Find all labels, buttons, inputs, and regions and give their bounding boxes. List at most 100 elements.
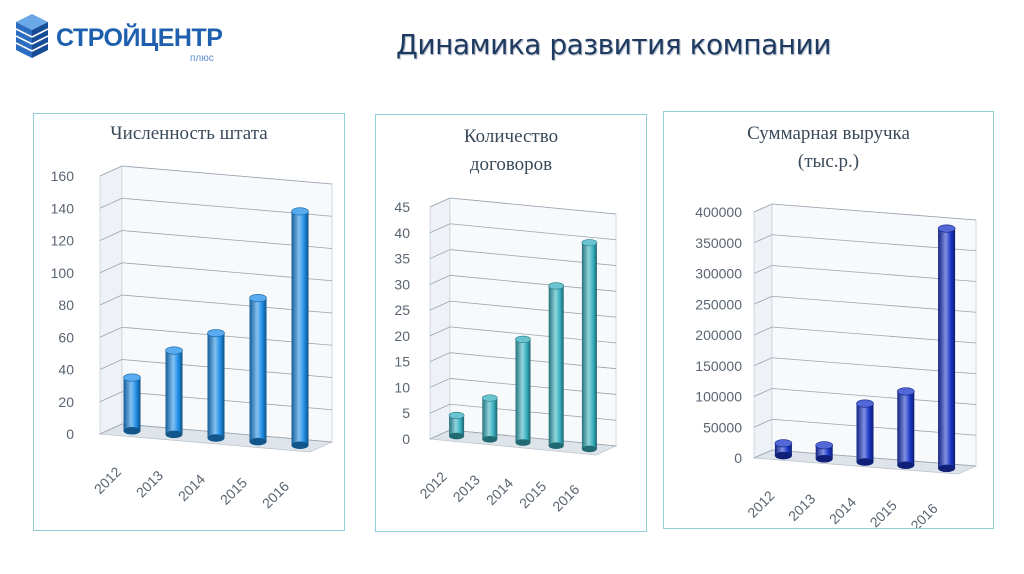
x-tick-label: 2016	[907, 500, 940, 528]
x-tick-label: 2012	[744, 487, 777, 520]
gridline	[99, 197, 123, 209]
bar	[448, 411, 465, 440]
bar-base	[581, 445, 597, 453]
gridline	[429, 274, 451, 285]
bar	[548, 282, 564, 450]
y-tick-label: 0	[402, 431, 410, 447]
bar-top	[815, 441, 833, 450]
y-tick-label: 30	[394, 276, 410, 292]
bar-base	[515, 439, 531, 446]
company-logo: СТРОЙЦЕНТР плюс	[12, 10, 252, 70]
bar-top	[165, 346, 183, 355]
chart-title-line: Количество	[463, 126, 559, 147]
gridline	[429, 403, 451, 414]
gridline	[121, 165, 333, 185]
y-tick-label: 25	[394, 302, 410, 318]
bar-base	[449, 432, 465, 440]
y-tick-label: 50000	[703, 419, 742, 435]
chart-staff-svg: 0 20 40 60 80 100 120 140 160 2012 2013 2014 2015 201…	[51, 165, 334, 511]
y-tick-label: 400000	[695, 204, 742, 220]
chart-title-revenue: Суммарная выручка (тыс.р.)	[664, 120, 993, 176]
bar-top	[482, 394, 498, 402]
y-tick-label: 15	[394, 354, 410, 370]
bar-body	[938, 228, 956, 469]
bar-body	[249, 298, 267, 442]
y-tick-label: 80	[58, 297, 74, 313]
y-tick-label: 100	[51, 265, 75, 281]
bar-base	[482, 436, 498, 443]
bar-top	[897, 387, 915, 396]
gridline	[753, 295, 773, 305]
bar-body	[291, 211, 309, 446]
bar-body	[449, 415, 465, 437]
bar-body	[856, 403, 874, 462]
chart-title-line: (тыс.р.)	[797, 151, 860, 172]
gridline	[753, 265, 773, 274]
y-tick-label: 160	[51, 168, 75, 184]
bar	[482, 394, 498, 443]
y-tick-label: 40	[58, 362, 74, 378]
bar	[774, 439, 793, 460]
gridline	[429, 352, 451, 363]
y-tick-label: 250000	[695, 296, 742, 312]
bar-top	[937, 224, 956, 233]
bar-top	[207, 329, 225, 338]
bar-body	[581, 242, 597, 449]
bar-body	[207, 333, 225, 438]
y-tick-label: 140	[51, 200, 75, 216]
x-tick-label: 2013	[450, 471, 483, 504]
bar-base	[938, 464, 956, 473]
y-tick-label: 300000	[695, 266, 742, 282]
gridline	[449, 223, 617, 241]
bar-top	[291, 207, 309, 216]
bar-top	[249, 294, 267, 303]
y-tick-label: 0	[66, 426, 74, 442]
bar-base	[291, 441, 309, 449]
x-tick-label: 2015	[516, 478, 549, 511]
bar-body	[123, 377, 141, 431]
gridline	[429, 378, 451, 388]
bar	[897, 387, 915, 469]
x-tick-label: 2015	[217, 474, 250, 507]
x-tick-label: 2013	[133, 467, 166, 500]
chart-revenue-svg: 0 50000 100000 150000 200000 250000 300000 3500…	[695, 203, 977, 528]
x-tick-label: 2014	[826, 494, 859, 527]
x-tick-label: 2012	[91, 463, 124, 496]
y-tick-label: 45	[394, 199, 410, 215]
y-tick-label: 120	[51, 233, 75, 249]
bar	[815, 441, 833, 463]
bar-top	[581, 239, 598, 247]
chart-title-staff: Численность штата	[34, 120, 344, 148]
bar	[515, 335, 531, 446]
bar-top	[856, 399, 874, 408]
y-tick-label: 10	[394, 379, 410, 395]
page-title: Динамика развития компании	[396, 28, 831, 61]
chart-side-wall	[429, 197, 451, 440]
bar-top	[774, 439, 793, 448]
x-tick-label: 2015	[867, 497, 900, 528]
logo-subtitle: плюс	[190, 53, 214, 64]
y-tick-label: 200000	[695, 327, 742, 343]
y-tick-label: 150000	[695, 358, 742, 374]
chart-panel-staff: Численность штата 0 20 40 60 80 100 120 140 160 2…	[33, 113, 345, 531]
gridline	[99, 423, 123, 435]
x-tick-label: 2014	[175, 471, 208, 504]
gridline	[99, 294, 123, 306]
gridline	[429, 223, 451, 234]
chart-title-line: договоров	[469, 154, 553, 175]
gridline	[429, 249, 451, 259]
bar-body	[165, 350, 183, 435]
gridline	[99, 326, 123, 338]
bar-body	[515, 339, 531, 443]
gridline	[99, 262, 123, 274]
bar	[207, 329, 225, 442]
bar-top	[515, 335, 531, 343]
bar	[291, 207, 309, 449]
chart-title-line: Суммарная выручка	[747, 123, 910, 144]
y-tick-label: 5	[402, 405, 410, 421]
bar-base	[815, 455, 833, 463]
gridline	[99, 359, 123, 370]
y-tick-label: 40	[394, 225, 410, 241]
bar-base	[249, 437, 267, 446]
bar-top	[123, 373, 141, 382]
